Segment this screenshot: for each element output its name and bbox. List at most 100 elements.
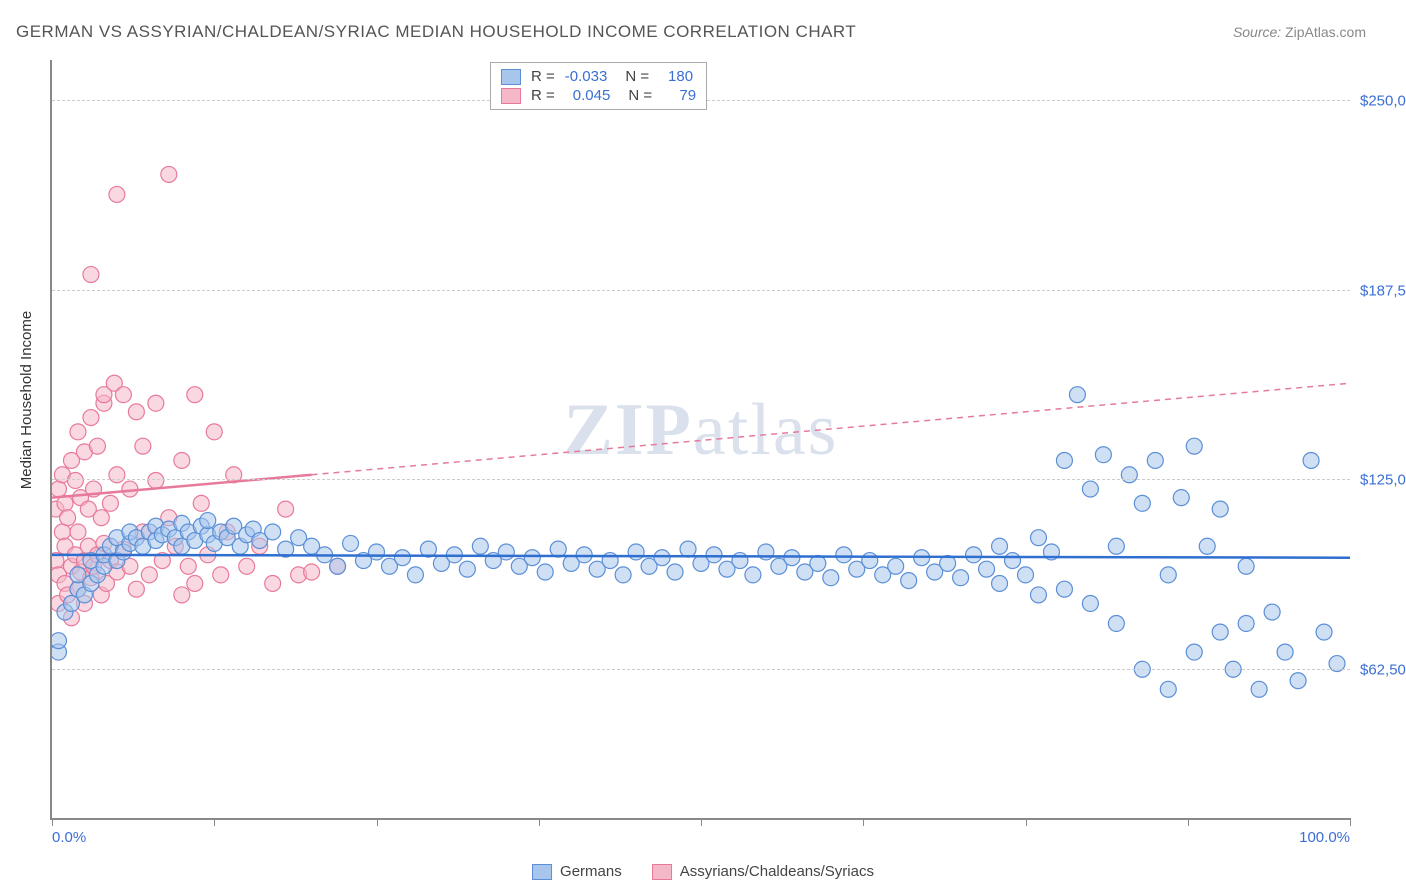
- watermark-light: atlas: [693, 389, 839, 471]
- y-tick-label: $250,000: [1360, 93, 1406, 110]
- gridline: $187,500: [52, 290, 1350, 291]
- trend-line: [52, 555, 1350, 558]
- scatter-point-germans: [83, 575, 99, 591]
- x-max-label: 100.0%: [1299, 829, 1350, 846]
- scatter-point-assyrians: [76, 595, 92, 611]
- scatter-point-germans: [563, 555, 579, 571]
- scatter-point-germans: [1134, 495, 1150, 511]
- scatter-point-assyrians: [70, 424, 86, 440]
- scatter-point-germans: [875, 567, 891, 583]
- scatter-point-germans: [167, 530, 183, 546]
- scatter-point-assyrians: [83, 570, 99, 586]
- scatter-point-assyrians: [76, 444, 92, 460]
- scatter-point-germans: [148, 518, 164, 534]
- scatter-point-assyrians: [304, 564, 320, 580]
- scatter-point-germans: [381, 558, 397, 574]
- scatter-point-germans: [420, 541, 436, 557]
- r-label: R =: [531, 68, 555, 85]
- scatter-point-assyrians: [148, 472, 164, 488]
- y-tick-label: $125,000: [1360, 472, 1406, 489]
- scatter-point-germans: [485, 553, 501, 569]
- scatter-point-assyrians: [141, 567, 157, 583]
- scatter-point-germans: [550, 541, 566, 557]
- scatter-point-germans: [369, 544, 385, 560]
- scatter-point-germans: [576, 547, 592, 563]
- scatter-point-germans: [1212, 624, 1228, 640]
- x-tick: [701, 818, 702, 826]
- scatter-point-germans: [1121, 467, 1137, 483]
- x-tick: [863, 818, 864, 826]
- scatter-point-assyrians: [135, 438, 151, 454]
- source-attribution: Source: ZipAtlas.com: [1233, 24, 1366, 40]
- scatter-point-germans: [706, 547, 722, 563]
- scatter-point-assyrians: [122, 558, 138, 574]
- swatch-germans: [532, 864, 552, 880]
- scatter-point-assyrians: [86, 558, 102, 574]
- scatter-point-germans: [771, 558, 787, 574]
- bottom-legend: Germans Assyrians/Chaldeans/Syriacs: [532, 863, 874, 880]
- x-tick: [1026, 818, 1027, 826]
- scatter-point-assyrians: [219, 524, 235, 540]
- scatter-point-germans: [200, 513, 216, 529]
- scatter-point-germans: [174, 515, 190, 531]
- scatter-point-assyrians: [135, 524, 151, 540]
- scatter-point-assyrians: [52, 567, 66, 583]
- scatter-point-germans: [232, 538, 248, 554]
- scatter-point-assyrians: [115, 541, 131, 557]
- scatter-point-germans: [1264, 604, 1280, 620]
- scatter-point-assyrians: [102, 553, 118, 569]
- scatter-point-germans: [797, 564, 813, 580]
- scatter-point-assyrians: [73, 564, 89, 580]
- scatter-point-germans: [154, 527, 170, 543]
- scatter-point-assyrians: [252, 538, 268, 554]
- scatter-point-assyrians: [187, 387, 203, 403]
- legend-label-assyrians: Assyrians/Chaldeans/Syriacs: [680, 863, 874, 880]
- scatter-point-germans: [265, 524, 281, 540]
- trend-line: [312, 383, 1350, 475]
- trend-line: [52, 475, 312, 498]
- scatter-point-germans: [1043, 544, 1059, 560]
- scatter-point-assyrians: [67, 547, 83, 563]
- scatter-point-germans: [1238, 558, 1254, 574]
- scatter-point-germans: [63, 595, 79, 611]
- plot-area: ZIPatlas 0.0% 100.0% $62,500$125,000$187…: [50, 60, 1350, 820]
- scatter-point-germans: [70, 567, 86, 583]
- scatter-point-assyrians: [52, 595, 66, 611]
- scatter-point-germans: [1290, 673, 1306, 689]
- scatter-point-germans: [213, 524, 229, 540]
- scatter-point-assyrians: [226, 467, 242, 483]
- scatter-point-germans: [1303, 452, 1319, 468]
- scatter-point-germans: [823, 570, 839, 586]
- scatter-point-assyrians: [80, 538, 96, 554]
- scatter-point-germans: [602, 553, 618, 569]
- n-label: N =: [628, 87, 652, 104]
- scatter-point-germans: [52, 644, 66, 660]
- scatter-point-germans: [394, 550, 410, 566]
- scatter-point-germans: [96, 547, 112, 563]
- scatter-point-assyrians: [54, 524, 70, 540]
- scatter-point-germans: [148, 533, 164, 549]
- scatter-point-germans: [719, 561, 735, 577]
- scatter-point-assyrians: [57, 495, 73, 511]
- swatch-assyrians: [652, 864, 672, 880]
- scatter-point-germans: [1199, 538, 1215, 554]
- scatter-point-germans: [1160, 567, 1176, 583]
- scatter-point-germans: [135, 538, 151, 554]
- stats-row-germans: R = -0.033 N = 180: [501, 67, 696, 86]
- scatter-point-germans: [1056, 581, 1072, 597]
- scatter-point-germans: [1030, 587, 1046, 603]
- scatter-point-germans: [252, 533, 268, 549]
- scatter-point-assyrians: [174, 452, 190, 468]
- scatter-point-germans: [784, 550, 800, 566]
- scatter-point-assyrians: [148, 395, 164, 411]
- scatter-point-germans: [472, 538, 488, 554]
- scatter-point-assyrians: [52, 481, 66, 497]
- scatter-point-germans: [356, 553, 372, 569]
- scatter-point-assyrians: [54, 467, 70, 483]
- source-label: Source:: [1233, 24, 1281, 40]
- scatter-point-assyrians: [83, 267, 99, 283]
- scatter-point-germans: [628, 544, 644, 560]
- x-tick: [1350, 818, 1351, 826]
- scatter-point-assyrians: [63, 558, 79, 574]
- scatter-point-germans: [901, 573, 917, 589]
